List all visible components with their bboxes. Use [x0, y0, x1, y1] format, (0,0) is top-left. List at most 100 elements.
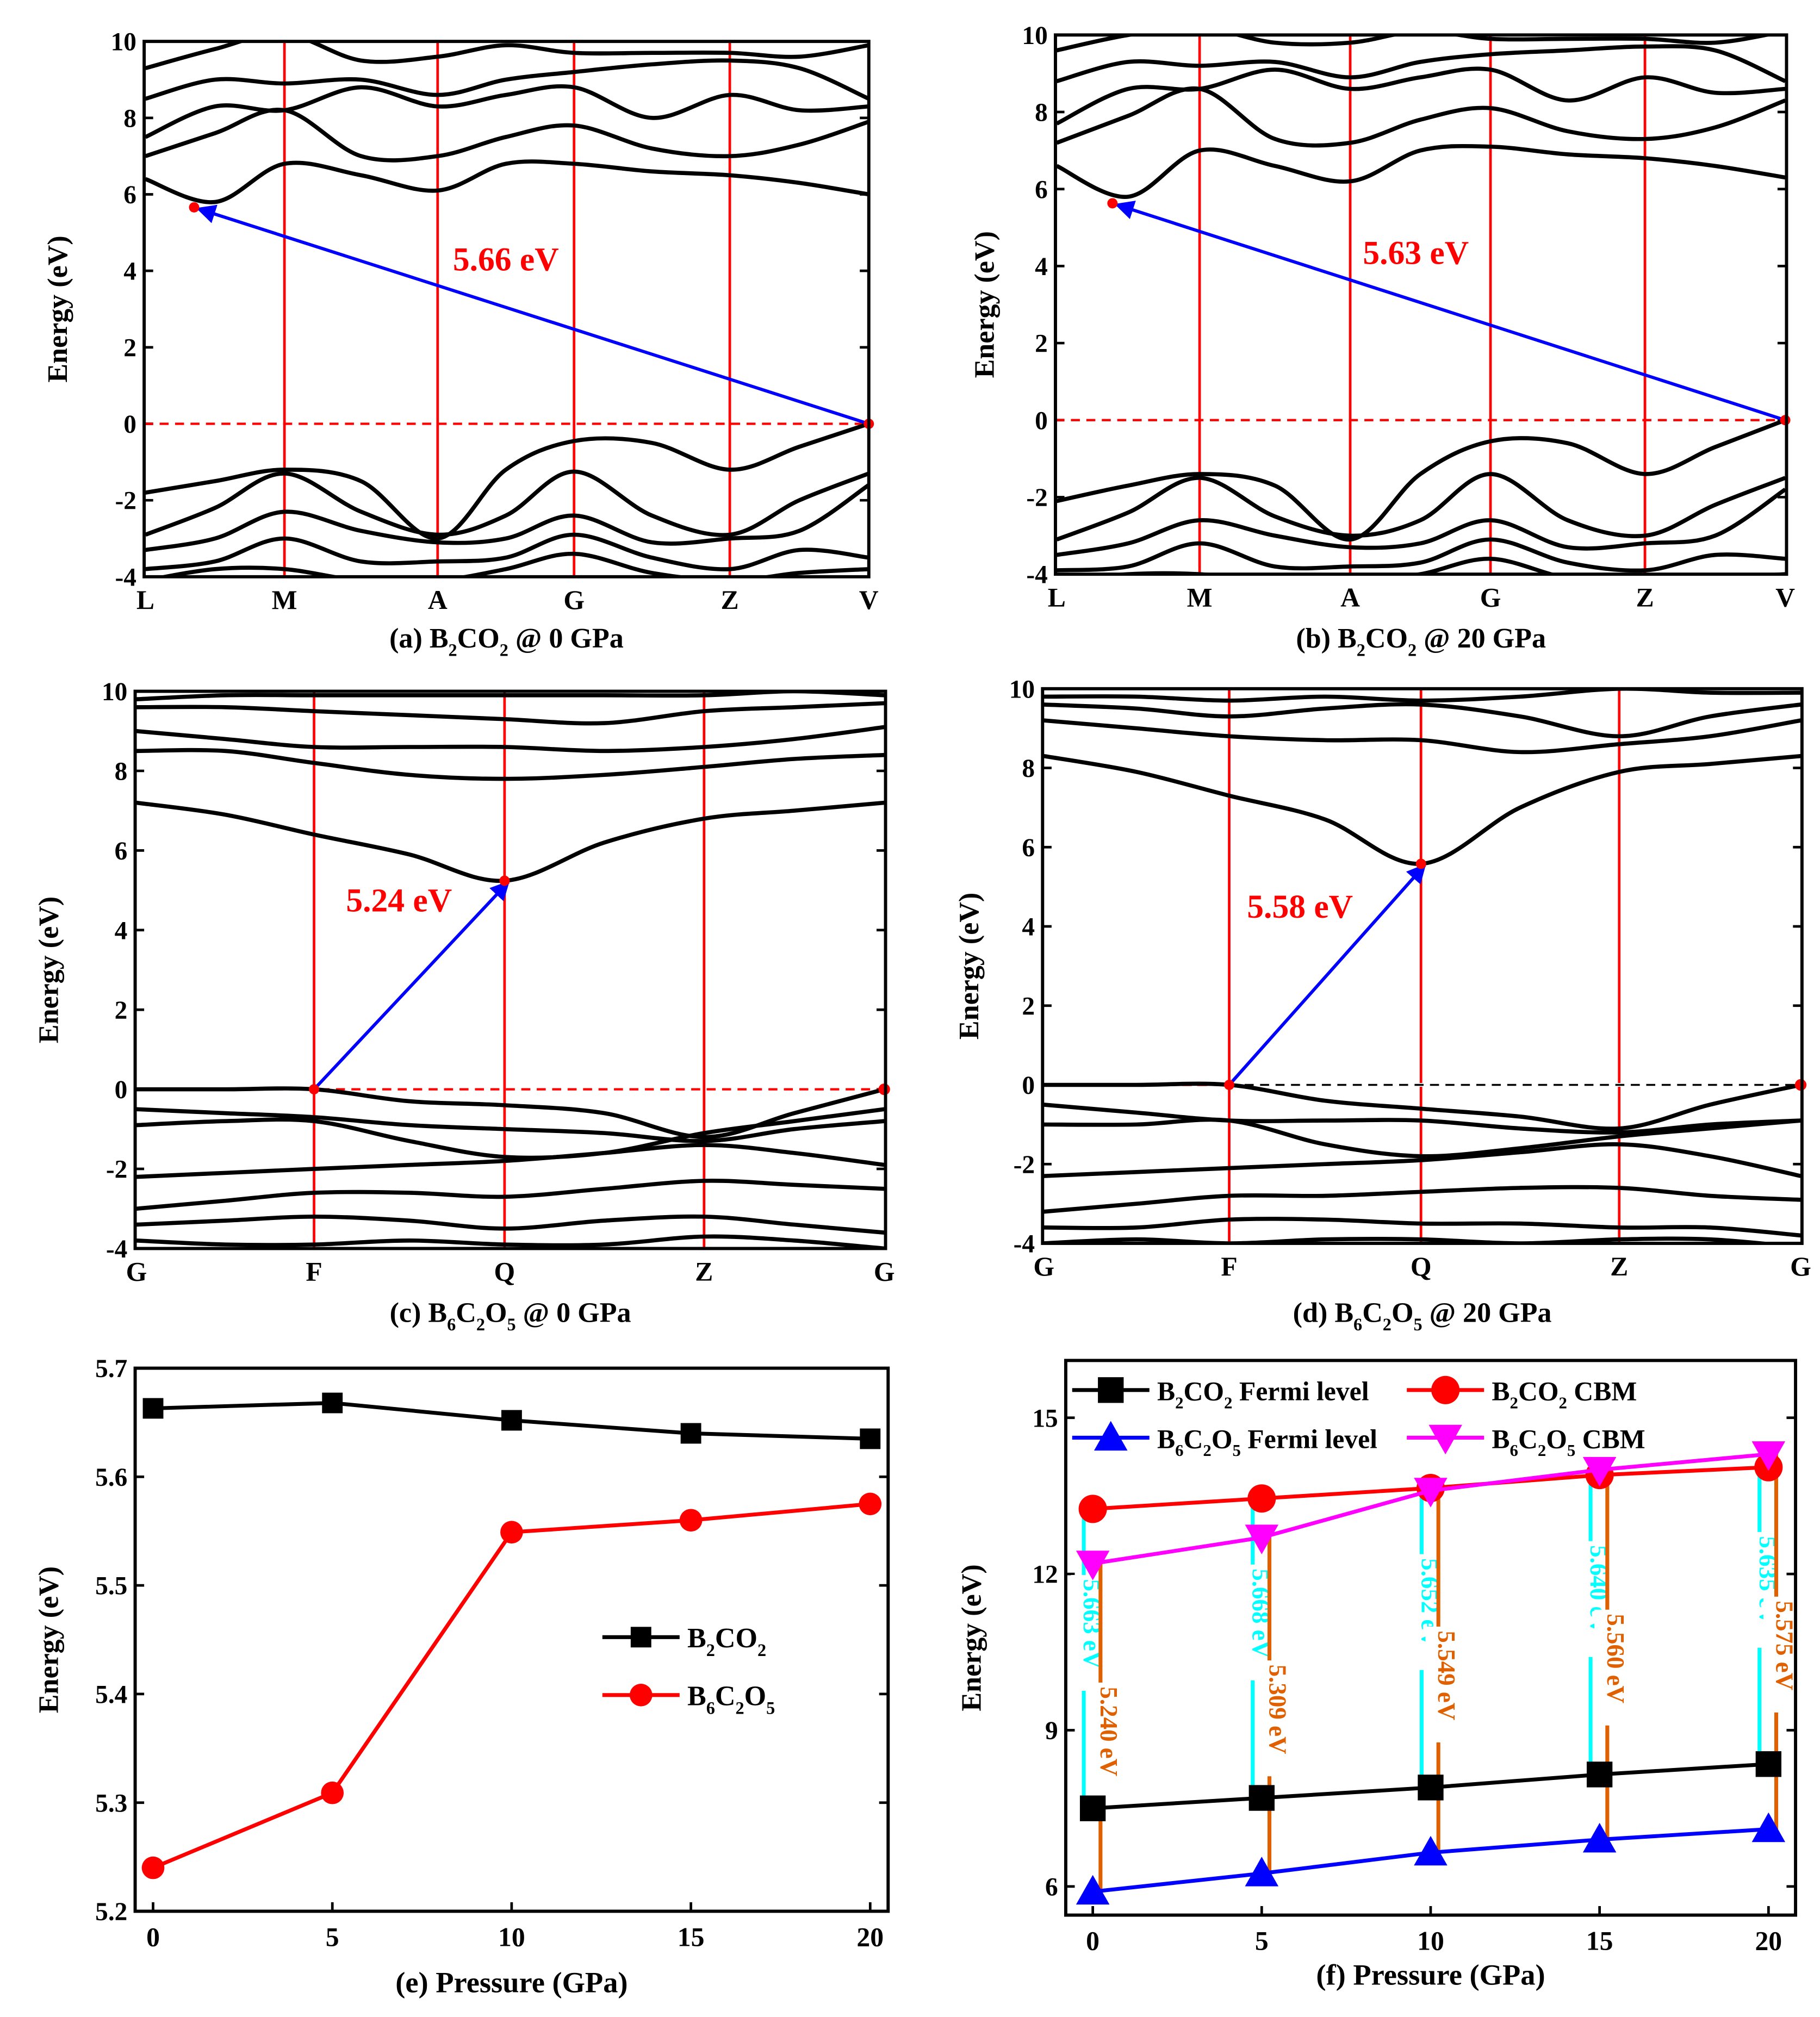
x-tick-label: 0 — [146, 1922, 160, 1952]
text-part: -4 — [1014, 1230, 1035, 1259]
data-point — [1755, 1751, 1781, 1777]
gap-arrow — [313, 880, 510, 1091]
text-part: 5.560 eV — [1602, 1614, 1629, 1703]
k-point-label: Z — [1610, 1252, 1628, 1281]
y-tick-label: -2 — [1014, 1151, 1035, 1179]
x-tick-label: 10 — [498, 1922, 525, 1952]
gap-label-bg — [1594, 1609, 1620, 1726]
text-part: 4 — [1035, 253, 1048, 281]
text-part: 5.7 — [95, 1355, 127, 1383]
text-part: 10 — [498, 1922, 525, 1952]
text-part: C — [715, 1681, 736, 1712]
data-point — [322, 1392, 343, 1414]
k-point-label: G — [1790, 1252, 1811, 1281]
y-tick-label: 6 — [123, 181, 136, 209]
text-part: O — [485, 1297, 507, 1328]
text-part: M — [272, 585, 297, 615]
text-part: Energy (eV) — [42, 235, 73, 382]
text-part: C — [456, 1297, 476, 1328]
text-part: B — [687, 1681, 706, 1712]
k-point-label: M — [272, 585, 297, 615]
text-part: 5.575 eV — [1771, 1601, 1798, 1690]
text-part: B — [1492, 1377, 1510, 1406]
subscript: 5 — [1413, 1315, 1422, 1334]
k-point-label: G — [874, 1257, 895, 1287]
text-part: L — [136, 585, 154, 615]
text-part: Fermi level — [1232, 1377, 1369, 1406]
k-point-label: Z — [1636, 582, 1654, 612]
band-line — [1043, 718, 1802, 755]
text-part: C — [1184, 1424, 1203, 1454]
data-point — [1076, 1875, 1110, 1905]
band-line — [136, 800, 885, 883]
text-part: 10 — [1009, 675, 1035, 704]
band-area — [1042, 688, 1802, 1243]
band-line — [1043, 1142, 1802, 1178]
y-tick-label: 0 — [115, 1076, 128, 1104]
y-tick-label: 2 — [123, 334, 136, 362]
plot-frame — [1064, 1359, 1797, 1917]
text-part: 0 — [1022, 1072, 1035, 1100]
data-point — [1245, 1857, 1279, 1887]
k-point-label: L — [136, 585, 154, 615]
panel-title: (c) B6C2O5 @ 0 GPa — [390, 1297, 631, 1334]
subscript: 6 — [1175, 1441, 1183, 1460]
band-gap-label: 5.63 eV — [1363, 235, 1469, 272]
text-part: (c) B — [390, 1297, 448, 1328]
text-part: O — [1546, 1424, 1567, 1454]
text-part: Z — [1610, 1252, 1628, 1281]
subscript: 2 — [1558, 1394, 1567, 1412]
legend-marker — [1098, 1377, 1124, 1403]
text-part: 5.2 — [95, 1898, 127, 1926]
y-tick-label: 4 — [115, 917, 128, 945]
k-point-label: F — [306, 1257, 322, 1287]
text-part: CO — [715, 1623, 757, 1654]
y-tick-label: 2 — [115, 997, 128, 1025]
text-part: G — [1033, 1252, 1054, 1281]
gap-label-bg — [1256, 1660, 1283, 1777]
k-point-label: M — [1187, 582, 1213, 612]
k-point-label: G — [126, 1257, 147, 1287]
y-tick-label: -2 — [115, 487, 136, 515]
subscript: 2 — [476, 1315, 485, 1334]
y-tick-label: -4 — [115, 563, 136, 592]
band-line — [145, 469, 869, 537]
band-line — [136, 748, 885, 781]
band-line — [1043, 1103, 1801, 1135]
y-tick-label: 10 — [111, 28, 136, 57]
text-part: Z — [695, 1257, 713, 1287]
band-line — [1043, 1236, 1782, 1243]
x-tick-label: 5 — [1255, 1926, 1269, 1956]
text-part: 10 — [102, 678, 127, 706]
panel-title: (d) B6C2O5 @ 20 GPa — [1293, 1297, 1552, 1334]
gap-arrow — [1228, 863, 1426, 1086]
text-part: -2 — [115, 487, 136, 515]
text-part: CO — [1518, 1377, 1559, 1406]
gap-value-label: 5.309 eV — [1264, 1665, 1291, 1754]
text-part: A — [428, 585, 448, 615]
data-point — [501, 1410, 522, 1431]
panel-title: (a) B2CO2 @ 0 GPa — [389, 623, 624, 660]
text-part: @ 20 GPa — [1417, 623, 1546, 654]
y-tick-label: -2 — [106, 1156, 127, 1184]
text-part: -4 — [115, 563, 136, 592]
data-point — [1751, 1441, 1786, 1471]
plot-frame — [133, 1366, 890, 1913]
band-line — [136, 1086, 885, 1140]
legend-label: B6C2O5 — [687, 1681, 775, 1718]
text-part: CBM — [1575, 1424, 1645, 1454]
subscript: 2 — [1408, 640, 1417, 660]
y-tick-label: 8 — [1022, 755, 1035, 783]
text-part: 8 — [1035, 99, 1048, 127]
legend-label: B2CO2 CBM — [1492, 1377, 1637, 1412]
text-part: -2 — [1014, 1151, 1035, 1179]
y-tick-label: 5.4 — [95, 1680, 127, 1709]
panel-a: -4 -2 0 2 4 6 8 10 Energy (eV) 5.66 eV L M A G Z V (a) B… — [42, 28, 879, 660]
y-tick-label: 5.7 — [95, 1355, 127, 1383]
text-part: 8 — [123, 104, 136, 133]
subscript: 2 — [757, 1640, 766, 1660]
y-axis-label: Energy (eV) — [954, 893, 985, 1039]
data-point — [1582, 1456, 1617, 1487]
legend-marker — [630, 1627, 651, 1648]
